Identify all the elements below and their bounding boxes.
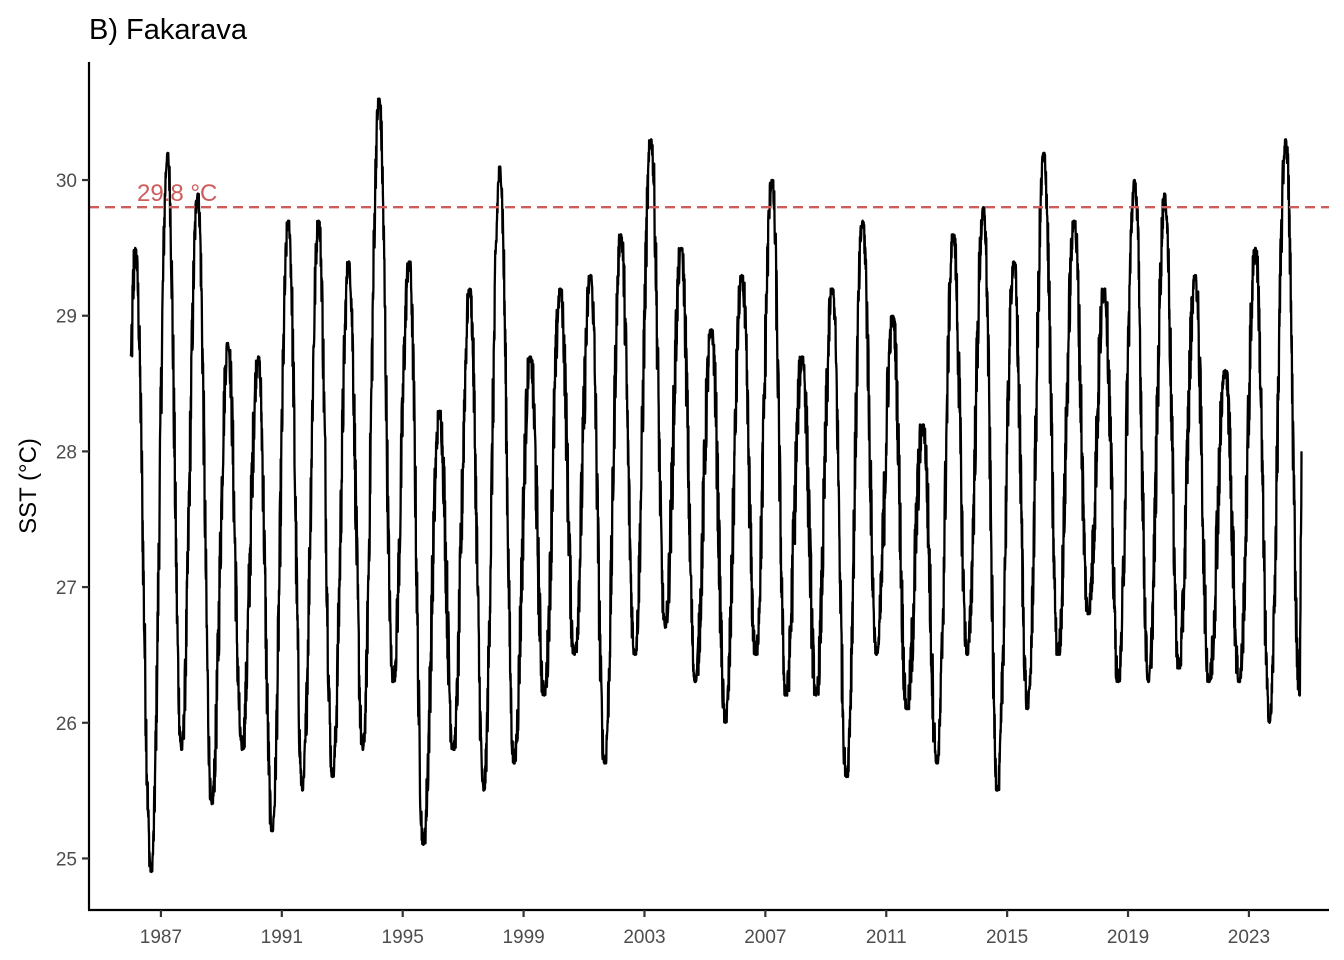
x-tick-label: 2015 bbox=[986, 927, 1028, 948]
y-tick-label: 25 bbox=[56, 849, 77, 870]
x-tick-label: 1999 bbox=[502, 927, 544, 948]
y-tick-label: 26 bbox=[56, 714, 77, 735]
x-tick-label: 2011 bbox=[866, 927, 907, 948]
x-tick-label: 1995 bbox=[382, 927, 424, 948]
y-tick-label: 27 bbox=[56, 578, 77, 599]
sst-series-line bbox=[129, 97, 1303, 874]
threshold-label: 29.8 °C bbox=[137, 180, 217, 207]
y-axis-title: SST (°C) bbox=[15, 438, 42, 534]
x-tick-label: 2007 bbox=[744, 927, 786, 948]
y-axis-ticks: 25 26 27 28 29 30 bbox=[56, 171, 89, 870]
x-tick-label: 2019 bbox=[1107, 927, 1149, 948]
plot-area: 29.8 °C bbox=[89, 97, 1329, 874]
x-tick-label: 2003 bbox=[623, 927, 665, 948]
y-tick-label: 28 bbox=[56, 442, 77, 463]
x-axis-ticks: 1987 1991 1995 1999 2003 2007 2011 2015 2019 2023 bbox=[140, 910, 1270, 948]
y-tick-label: 30 bbox=[56, 171, 77, 192]
x-tick-label: 1987 bbox=[140, 927, 182, 948]
x-tick-label: 1991 bbox=[261, 927, 303, 948]
y-tick-label: 29 bbox=[56, 307, 77, 328]
x-tick-label: 2023 bbox=[1228, 927, 1270, 948]
chart-title: B) Fakarava bbox=[89, 14, 248, 46]
